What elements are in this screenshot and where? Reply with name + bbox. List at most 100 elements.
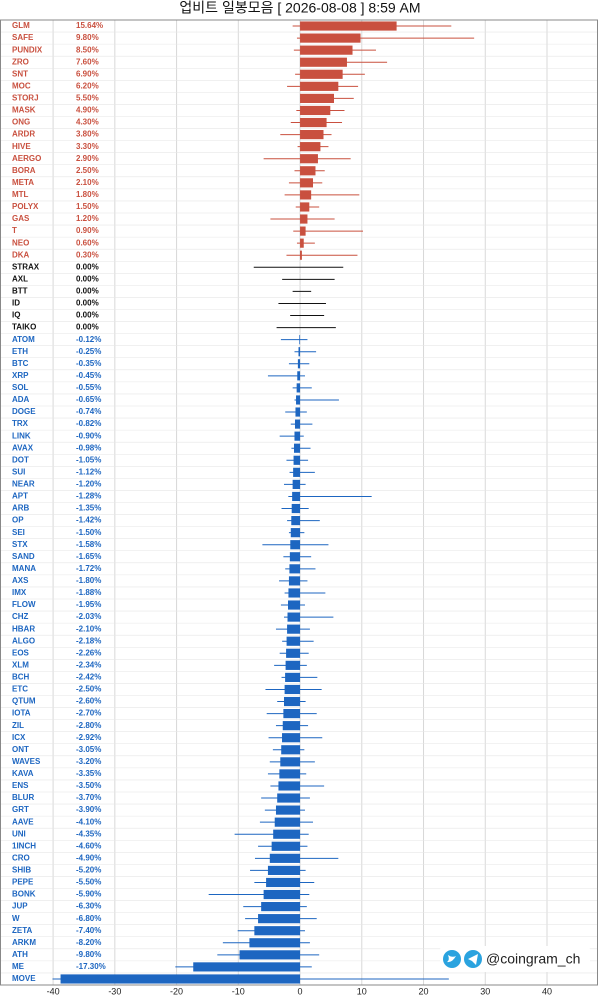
value-label: -2.26% bbox=[76, 648, 101, 657]
category-label: ENS bbox=[12, 781, 29, 790]
category-label: FLOW bbox=[12, 600, 36, 609]
bar bbox=[293, 468, 300, 477]
bar bbox=[300, 178, 313, 187]
x-tick-label: 10 bbox=[357, 986, 367, 996]
value-label: -3.50% bbox=[76, 781, 101, 790]
value-label: -1.12% bbox=[76, 467, 101, 476]
category-label: ARDR bbox=[12, 130, 35, 139]
bar bbox=[300, 202, 309, 211]
bar bbox=[275, 818, 300, 827]
value-label: -1.80% bbox=[76, 576, 101, 585]
value-label: 3.80% bbox=[76, 130, 99, 139]
category-label: ICX bbox=[12, 733, 26, 742]
category-label: NEAR bbox=[12, 480, 35, 489]
category-label: XRP bbox=[12, 371, 29, 380]
bar bbox=[300, 154, 318, 163]
value-label: 2.90% bbox=[76, 154, 99, 163]
bar bbox=[300, 70, 343, 79]
value-label: -17.30% bbox=[76, 962, 106, 971]
category-label: ATOM bbox=[12, 335, 35, 344]
bar bbox=[287, 625, 300, 634]
category-label: AERGO bbox=[12, 154, 41, 163]
value-label: -2.10% bbox=[76, 624, 101, 633]
bar bbox=[300, 118, 327, 127]
category-label: 1INCH bbox=[12, 841, 36, 850]
bar bbox=[283, 709, 300, 718]
value-label: 15.64% bbox=[76, 21, 103, 30]
category-label: AXS bbox=[12, 576, 29, 585]
category-label: BCH bbox=[12, 673, 30, 682]
value-label: -4.35% bbox=[76, 829, 101, 838]
bar bbox=[300, 34, 361, 43]
category-label: BORA bbox=[12, 166, 36, 175]
bar bbox=[282, 733, 300, 742]
value-label: -2.80% bbox=[76, 721, 101, 730]
bar bbox=[300, 142, 320, 151]
category-label: CHZ bbox=[12, 612, 29, 621]
category-label: DOT bbox=[12, 455, 29, 464]
category-label: META bbox=[12, 178, 34, 187]
category-label: ATH bbox=[12, 950, 28, 959]
grid bbox=[0, 20, 597, 985]
value-label: -2.70% bbox=[76, 709, 101, 718]
value-label: -6.30% bbox=[76, 902, 101, 911]
value-label: -2.03% bbox=[76, 612, 101, 621]
category-label: IOTA bbox=[12, 709, 31, 718]
bar bbox=[291, 528, 300, 537]
chart-title: 업비트 일봉모음 [ 2026-08-08 ] 8:59 AM bbox=[179, 0, 420, 16]
category-label: APT bbox=[12, 492, 28, 501]
bar bbox=[292, 504, 300, 513]
category-label: AVAX bbox=[12, 443, 34, 452]
bar bbox=[284, 697, 300, 706]
value-label: 2.50% bbox=[76, 166, 99, 175]
category-label: SNT bbox=[12, 69, 28, 78]
bar bbox=[285, 673, 300, 682]
bar bbox=[249, 938, 300, 947]
value-label: -2.42% bbox=[76, 673, 101, 682]
category-label: HIVE bbox=[12, 142, 31, 151]
bar bbox=[296, 395, 300, 404]
value-label: 1.20% bbox=[76, 214, 99, 223]
value-label: -0.82% bbox=[76, 419, 101, 428]
category-label: ETH bbox=[12, 347, 28, 356]
category-label: QTUM bbox=[12, 697, 36, 706]
category-label: AXL bbox=[12, 274, 28, 283]
value-label: 4.30% bbox=[76, 118, 99, 127]
category-label: ONG bbox=[12, 118, 30, 127]
bar bbox=[289, 564, 300, 573]
value-label: -1.35% bbox=[76, 504, 101, 513]
value-label: -2.50% bbox=[76, 685, 101, 694]
category-label: LINK bbox=[12, 431, 31, 440]
bar bbox=[286, 661, 300, 670]
category-label: SAND bbox=[12, 552, 35, 561]
category-label: T bbox=[12, 226, 17, 235]
bar bbox=[261, 902, 300, 911]
value-label: 5.50% bbox=[76, 94, 99, 103]
bar bbox=[295, 420, 300, 429]
category-label: EOS bbox=[12, 648, 30, 657]
value-label: -1.65% bbox=[76, 552, 101, 561]
bar bbox=[280, 757, 300, 766]
category-label: ADA bbox=[12, 395, 30, 404]
bar bbox=[298, 359, 300, 368]
value-label: 6.90% bbox=[76, 69, 99, 78]
category-label: DOGE bbox=[12, 407, 36, 416]
value-label: -1.28% bbox=[76, 492, 101, 501]
value-label: 7.60% bbox=[76, 57, 99, 66]
value-label: 1.50% bbox=[76, 202, 99, 211]
bar bbox=[297, 383, 300, 392]
category-label: STORJ bbox=[12, 94, 39, 103]
bar bbox=[276, 806, 300, 815]
value-label: 8.50% bbox=[76, 45, 99, 54]
category-label: MASK bbox=[12, 106, 36, 115]
category-label: UNI bbox=[12, 829, 26, 838]
category-label: PEPE bbox=[12, 878, 34, 887]
category-label: TAIKO bbox=[12, 323, 36, 332]
bar bbox=[300, 227, 306, 236]
value-label: -0.90% bbox=[76, 431, 101, 440]
x-tick-label: -40 bbox=[47, 986, 60, 996]
bar bbox=[300, 46, 352, 55]
category-label: BTC bbox=[12, 359, 29, 368]
category-label: KAVA bbox=[12, 769, 34, 778]
bar bbox=[283, 721, 300, 730]
